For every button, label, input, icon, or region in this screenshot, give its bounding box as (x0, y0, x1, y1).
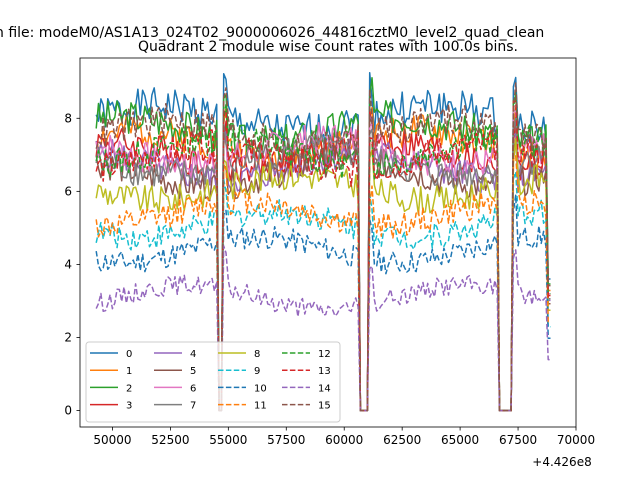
chart-title: Quadrant 2 module wise count rates with … (138, 39, 518, 55)
legend-label-3: 3 (126, 401, 132, 412)
series-line-12 (95, 90, 551, 412)
series-line-7 (95, 117, 551, 412)
plot-area (95, 72, 551, 412)
legend-label-10: 10 (254, 383, 267, 394)
series-line-10 (95, 194, 551, 412)
series-line-6 (95, 108, 551, 412)
x-tick-label: 65000 (441, 433, 479, 447)
legend-label-12: 12 (318, 349, 331, 360)
legend-label-7: 7 (190, 401, 196, 412)
legend-box (85, 341, 341, 423)
series-line-5 (95, 118, 551, 412)
y-tick-label: 2 (64, 330, 72, 344)
x-tick-label: 67500 (499, 433, 537, 447)
legend-label-14: 14 (318, 383, 331, 394)
series-line-15 (95, 82, 551, 412)
legend-label-0: 0 (126, 349, 132, 360)
legend-label-2: 2 (126, 383, 132, 394)
legend-label-4: 4 (190, 349, 196, 360)
figure-suptitle: n file: modeM0/AS1A13_024T02_9000006026_… (0, 25, 544, 41)
y-tick-label: 0 (64, 404, 72, 418)
x-tick-label: 52500 (151, 433, 189, 447)
legend-label-11: 11 (254, 401, 267, 412)
legend-label-9: 9 (254, 366, 260, 377)
series-line-14 (95, 245, 551, 412)
x-tick-label: 55000 (209, 433, 247, 447)
legend-label-8: 8 (254, 349, 260, 360)
y-tick-label: 4 (64, 257, 72, 271)
axes-frame (79, 57, 577, 428)
x-tick-label: 62500 (383, 433, 421, 447)
x-tick-label: 50000 (93, 433, 131, 447)
y-tick-label: 6 (64, 184, 72, 198)
series-line-11 (95, 154, 551, 412)
y-tick-label: 8 (64, 111, 72, 125)
x-tick-label: 70000 (557, 433, 595, 447)
axes-ticks: 50000 52500 55000 57500 60000 62500 65000 67500… (64, 111, 595, 447)
legend-label-6: 6 (190, 383, 196, 394)
legend-label-5: 5 (190, 366, 196, 377)
legend-label-15: 15 (318, 401, 331, 412)
legend-label-1: 1 (126, 366, 132, 377)
series-line-9 (95, 171, 551, 412)
x-offset-label: +4.426e8 (532, 455, 591, 469)
x-tick-label: 57500 (267, 433, 305, 447)
legend-label-13: 13 (318, 366, 331, 377)
x-tick-label: 60000 (325, 433, 363, 447)
